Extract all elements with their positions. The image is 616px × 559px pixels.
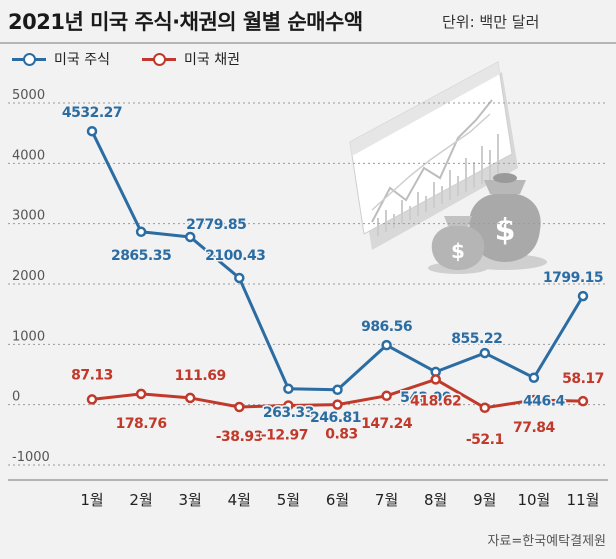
x-tick-label: 9월 — [473, 491, 496, 509]
x-tick-label: 5월 — [277, 491, 300, 509]
legend-item-stocks: 미국 주식 — [12, 46, 142, 72]
data-point-stocks — [234, 272, 245, 284]
data-point-stocks — [332, 384, 343, 396]
data-point-bonds — [332, 399, 343, 410]
data-label-bonds: 0.83 — [325, 427, 358, 443]
data-point-stocks — [86, 125, 98, 137]
data-label-bonds: 178.76 — [116, 416, 167, 432]
data-label-bonds: 147.24 — [361, 416, 413, 432]
x-tick-label: 6월 — [326, 491, 349, 509]
data-point-stocks — [135, 226, 147, 238]
title-bar: 2021년 미국 주식·채권의 월별 순매수액 단위: 백만 달러 — [0, 0, 616, 44]
data-point-stocks — [283, 383, 294, 395]
data-label-bonds: 87.13 — [71, 367, 113, 383]
data-label-stocks: 263.33 — [263, 405, 314, 421]
data-point-bonds — [234, 401, 245, 413]
x-tick-label: 1월 — [80, 491, 103, 509]
unit-label: 단위: 백만 달러 — [442, 13, 540, 31]
data-point-bonds — [283, 400, 294, 411]
svg-text:$: $ — [495, 213, 516, 248]
data-label-bonds: -12.97 — [261, 427, 308, 443]
data-point-bonds — [86, 394, 98, 405]
data-label-bonds: 111.69 — [175, 368, 226, 384]
x-tick-label: 4월 — [228, 491, 251, 509]
y-tick-label: 5000 — [12, 88, 45, 103]
data-point-bonds — [381, 390, 392, 402]
x-tick-label: 2월 — [129, 491, 152, 509]
data-point-bonds — [135, 388, 147, 400]
report-board-illustration — [349, 61, 518, 250]
data-point-stocks — [381, 339, 392, 351]
x-tick-label: 10월 — [517, 491, 550, 509]
money-bag-large-icon: $ — [463, 173, 547, 270]
data-point-stocks — [479, 347, 491, 359]
title-divider — [0, 42, 616, 44]
legend-marker-bonds — [153, 53, 166, 66]
x-tick-label: 11월 — [567, 491, 600, 509]
data-point-bonds — [430, 374, 441, 385]
data-point-stocks — [184, 231, 196, 243]
data-label-stocks: 2779.85 — [186, 217, 246, 233]
data-label-bonds: 77.84 — [513, 420, 556, 436]
x-tick-label: 8월 — [424, 491, 447, 509]
svg-text:$: $ — [451, 239, 465, 263]
legend-label-stocks: 미국 주식 — [54, 52, 110, 68]
data-label-stocks: 855.22 — [451, 331, 502, 347]
data-label-stocks: 542.99 — [400, 390, 451, 406]
money-bag-small-icon: $ — [428, 216, 488, 274]
y-tick-label: 3000 — [12, 209, 45, 224]
data-label-bonds: -52.1 — [466, 432, 504, 448]
y-tick-label: 1000 — [12, 329, 45, 344]
y-tick-label: -1000 — [12, 450, 50, 465]
y-tick-label: 4000 — [12, 148, 45, 163]
data-point-stocks — [528, 372, 540, 383]
data-label-stocks: 446.4 — [523, 394, 566, 410]
x-tick-label: 3월 — [179, 491, 202, 509]
data-label-stocks: 4532.27 — [62, 105, 122, 121]
data-label-stocks: 246.81 — [310, 410, 361, 426]
data-label-stocks: 2865.35 — [111, 248, 171, 264]
chart-title: 2021년 미국 주식·채권의 월별 순매수액 — [8, 10, 363, 34]
data-label-stocks: 2100.43 — [205, 248, 265, 264]
data-label-bonds: 58.17 — [562, 371, 604, 387]
legend-label-bonds: 미국 채권 — [184, 52, 240, 68]
source-note: 자료=한국예탁결제원 — [487, 534, 606, 549]
data-label-bonds: -38.93 — [216, 429, 263, 445]
data-label-stocks: 986.56 — [361, 319, 412, 335]
data-point-bonds — [528, 394, 540, 406]
x-tick-label: 7월 — [375, 491, 398, 509]
data-point-bonds — [577, 395, 589, 407]
y-tick-label: 2000 — [12, 269, 45, 284]
legend-marker-stocks — [23, 53, 36, 66]
data-label-stocks: 1799.15 — [543, 270, 603, 286]
finance-illustration: $ $ — [349, 61, 547, 274]
data-label-bonds: 418.62 — [410, 393, 461, 409]
data-point-stocks — [577, 290, 589, 302]
y-tick-label: 0 — [12, 390, 20, 405]
data-point-bonds — [479, 402, 491, 414]
data-point-bonds — [184, 392, 196, 404]
legend-item-bonds: 미국 채권 — [142, 46, 272, 72]
